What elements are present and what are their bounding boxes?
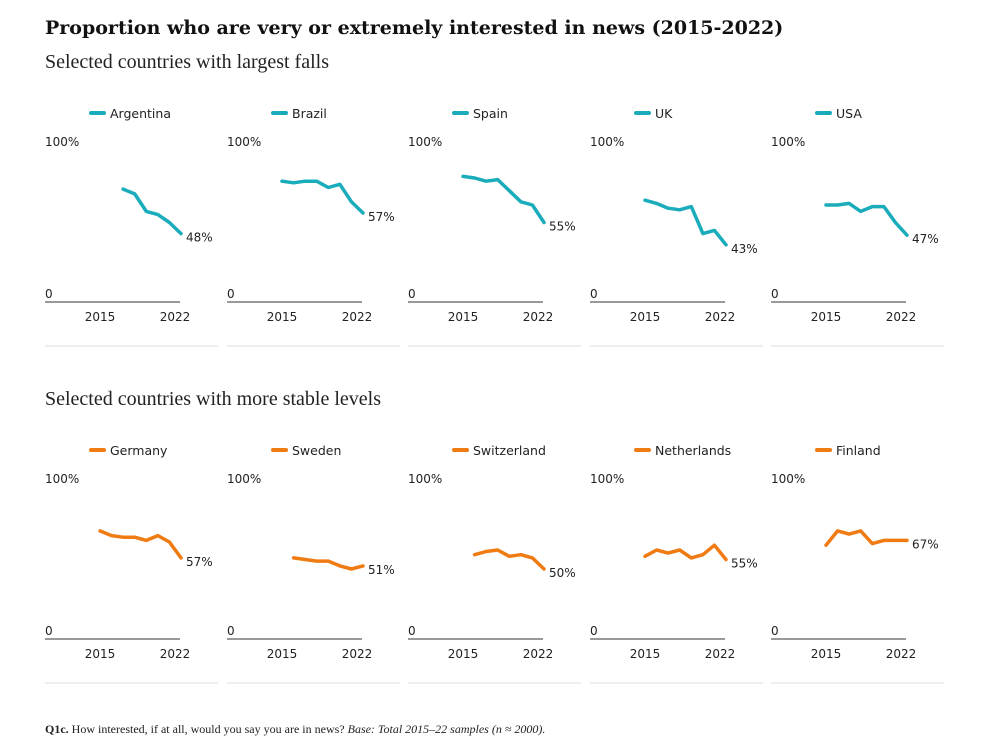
end-value-label-uk: 43% (731, 242, 758, 256)
x-tick-label-end-usa: 2022 (886, 310, 917, 324)
y-tick-label-top-netherlands: 100% (590, 472, 624, 486)
x-tick-label-end-sweden: 2022 (342, 647, 373, 661)
x-tick-label-start-netherlands: 2015 (630, 647, 661, 661)
end-value-label-spain: 55% (549, 220, 576, 234)
end-value-label-finland: 67% (912, 537, 939, 551)
y-tick-label-top-usa: 100% (771, 135, 805, 149)
y-tick-label-bottom-argentina: 0 (45, 287, 53, 301)
x-tick-label-end-brazil: 2022 (342, 310, 373, 324)
series-line-finland (824, 529, 909, 547)
y-tick-label-top-brazil: 100% (227, 135, 261, 149)
footnote-base: Base: Total 2015–22 samples (n ≈ 2000). (347, 722, 546, 736)
end-value-label-argentina: 48% (186, 231, 213, 245)
legend-label-switzerland: Switzerland (473, 443, 546, 458)
y-tick-label-top-argentina: 100% (45, 135, 79, 149)
y-tick-label-bottom-germany: 0 (45, 624, 53, 638)
legend-label-uk: UK (655, 106, 673, 121)
y-tick-label-bottom-netherlands: 0 (590, 624, 598, 638)
y-tick-label-bottom-usa: 0 (771, 287, 779, 301)
series-line-netherlands (643, 543, 728, 562)
y-tick-label-top-germany: 100% (45, 472, 79, 486)
legend-label-netherlands: Netherlands (655, 443, 731, 458)
y-tick-label-top-finland: 100% (771, 472, 805, 486)
series-line-argentina (121, 187, 183, 236)
y-tick-label-top-sweden: 100% (227, 472, 261, 486)
series-line-spain (461, 174, 546, 225)
legend-label-usa: USA (836, 106, 862, 121)
y-tick-label-bottom-brazil: 0 (227, 287, 235, 301)
section-subtitle-stable: Selected countries with more stable leve… (45, 388, 382, 410)
x-tick-label-end-uk: 2022 (705, 310, 736, 324)
legend-label-spain: Spain (473, 106, 508, 121)
series-line-uk (643, 198, 728, 247)
x-tick-label-start-uk: 2015 (630, 310, 661, 324)
series-line-germany (98, 529, 183, 560)
footnote-label: Q1c. (45, 722, 69, 736)
x-tick-label-end-spain: 2022 (523, 310, 554, 324)
y-tick-label-bottom-finland: 0 (771, 624, 779, 638)
x-tick-label-end-switzerland: 2022 (523, 647, 554, 661)
series-line-brazil (280, 179, 365, 215)
x-tick-label-start-argentina: 2015 (85, 310, 116, 324)
end-value-label-switzerland: 50% (549, 566, 576, 580)
x-tick-label-start-finland: 2015 (811, 647, 842, 661)
x-tick-label-end-argentina: 2022 (160, 310, 191, 324)
y-tick-label-bottom-sweden: 0 (227, 624, 235, 638)
series-line-sweden (291, 556, 365, 571)
section-subtitle-falls: Selected countries with largest falls (45, 51, 329, 73)
end-value-label-brazil: 57% (368, 210, 395, 224)
x-tick-label-start-sweden: 2015 (267, 647, 298, 661)
end-value-label-netherlands: 55% (731, 557, 758, 571)
y-tick-label-top-switzerland: 100% (408, 472, 442, 486)
legend-label-brazil: Brazil (292, 106, 327, 121)
x-tick-label-end-germany: 2022 (160, 647, 191, 661)
y-tick-label-bottom-spain: 0 (408, 287, 416, 301)
y-tick-label-bottom-switzerland: 0 (408, 624, 416, 638)
series-line-switzerland (472, 548, 546, 571)
footnote: Q1c. How interested, if at all, would yo… (45, 722, 545, 737)
legend-label-finland: Finland (836, 443, 881, 458)
y-tick-label-bottom-uk: 0 (590, 287, 598, 301)
series-line-usa (824, 201, 909, 237)
end-value-label-germany: 57% (186, 555, 213, 569)
legend-label-sweden: Sweden (292, 443, 341, 458)
x-tick-label-end-finland: 2022 (886, 647, 917, 661)
x-tick-label-end-netherlands: 2022 (705, 647, 736, 661)
end-value-label-usa: 47% (912, 232, 939, 246)
x-tick-label-start-switzerland: 2015 (448, 647, 479, 661)
x-tick-label-start-brazil: 2015 (267, 310, 298, 324)
footnote-question: How interested, if at all, would you say… (71, 722, 345, 736)
y-tick-label-top-spain: 100% (408, 135, 442, 149)
legend-label-argentina: Argentina (110, 106, 171, 121)
end-value-label-sweden: 51% (368, 563, 395, 577)
legend-label-germany: Germany (110, 443, 168, 458)
x-tick-label-start-usa: 2015 (811, 310, 842, 324)
x-tick-label-start-germany: 2015 (85, 647, 116, 661)
x-tick-label-start-spain: 2015 (448, 310, 479, 324)
chart-title: Proportion who are very or extremely int… (45, 17, 784, 39)
y-tick-label-top-uk: 100% (590, 135, 624, 149)
